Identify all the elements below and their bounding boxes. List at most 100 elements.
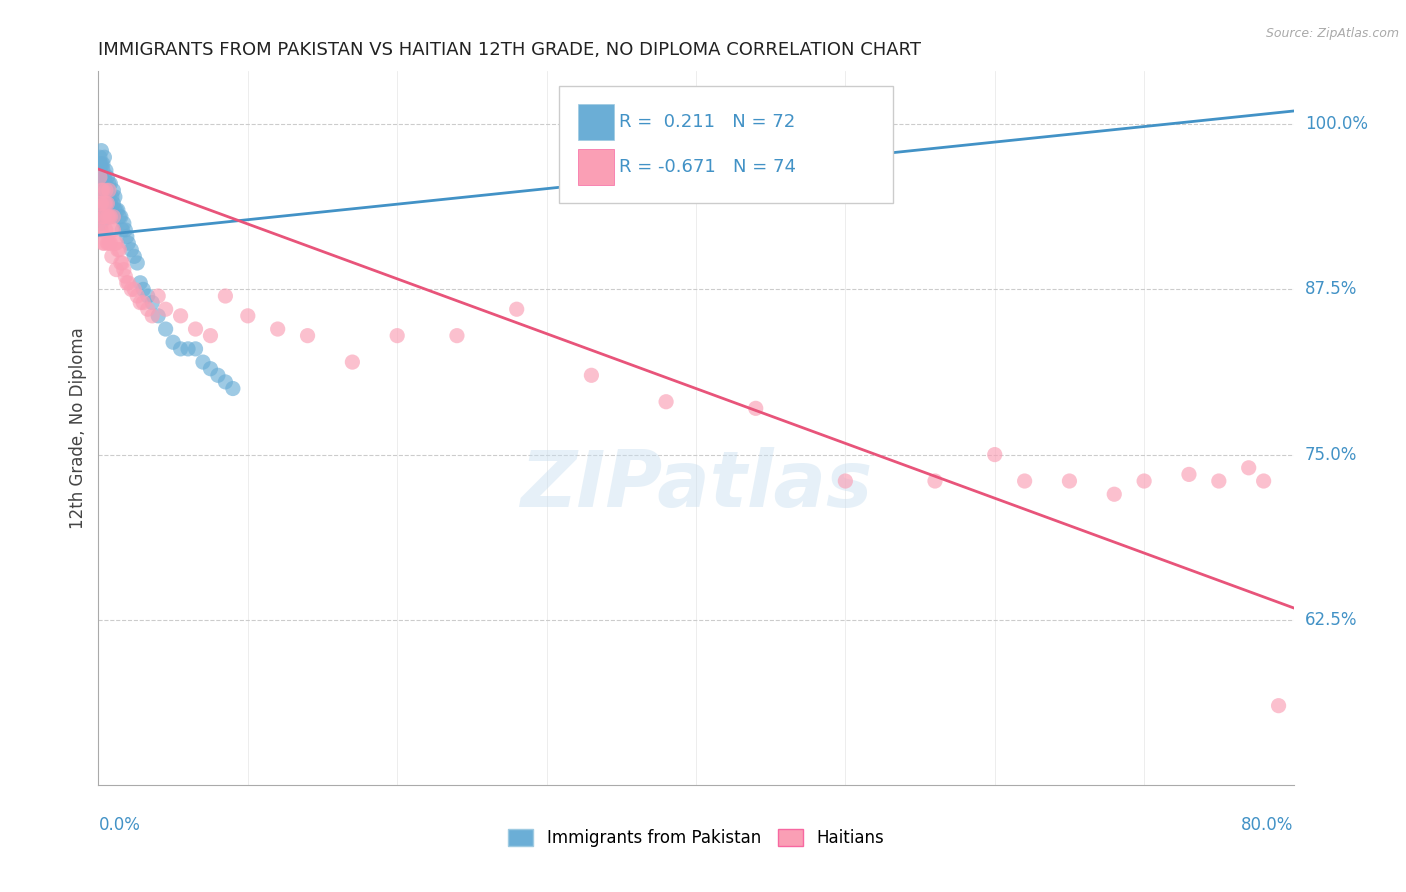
Point <box>105 203 128 218</box>
Point <box>117 236 139 251</box>
Point <box>90 196 112 211</box>
Point <box>110 256 132 270</box>
FancyBboxPatch shape <box>578 104 613 140</box>
Point <box>97 190 120 204</box>
Point <box>141 309 163 323</box>
Point <box>93 196 115 211</box>
Point <box>91 210 114 224</box>
Point <box>89 183 111 197</box>
Text: 62.5%: 62.5% <box>1305 611 1357 629</box>
Point <box>236 309 259 323</box>
Point <box>169 309 191 323</box>
Point <box>1208 474 1230 488</box>
Point <box>101 190 124 204</box>
Point <box>111 223 134 237</box>
Text: ZIPatlas: ZIPatlas <box>520 447 872 524</box>
Point <box>90 144 112 158</box>
Text: 100.0%: 100.0% <box>1305 115 1368 133</box>
Point <box>581 368 603 383</box>
Text: R =  0.211   N = 72: R = 0.211 N = 72 <box>620 113 796 131</box>
Point <box>162 335 184 350</box>
Point <box>104 203 127 218</box>
Point <box>96 196 118 211</box>
Point <box>90 223 112 237</box>
Text: 75.0%: 75.0% <box>1305 446 1357 464</box>
Point <box>89 150 111 164</box>
Text: 80.0%: 80.0% <box>1241 815 1294 833</box>
Point <box>96 236 118 251</box>
Point <box>1178 467 1201 482</box>
Point <box>155 302 177 317</box>
FancyBboxPatch shape <box>578 149 613 185</box>
Point <box>89 157 111 171</box>
Text: IMMIGRANTS FROM PAKISTAN VS HAITIAN 12TH GRADE, NO DIPLOMA CORRELATION CHART: IMMIGRANTS FROM PAKISTAN VS HAITIAN 12TH… <box>98 41 921 59</box>
Point <box>745 401 768 416</box>
Point <box>111 256 134 270</box>
Point <box>1237 460 1260 475</box>
Point <box>200 328 222 343</box>
Point <box>115 229 138 244</box>
Point <box>94 183 117 197</box>
Point <box>132 282 155 296</box>
Point <box>1133 474 1156 488</box>
Point <box>120 282 142 296</box>
Point <box>89 196 111 211</box>
Point <box>177 342 200 356</box>
Point <box>120 243 142 257</box>
Point <box>91 210 114 224</box>
Point <box>124 249 146 263</box>
Point <box>101 249 124 263</box>
Point <box>110 210 132 224</box>
Point <box>1267 698 1289 713</box>
Point <box>89 177 111 191</box>
Point <box>93 170 115 185</box>
Point <box>127 289 149 303</box>
Point <box>342 355 364 369</box>
Point <box>506 302 529 317</box>
Point <box>90 216 112 230</box>
Point <box>91 183 114 197</box>
Point <box>90 196 112 211</box>
Point <box>91 236 114 251</box>
Point <box>91 157 114 171</box>
Point <box>112 262 135 277</box>
Point <box>94 223 117 237</box>
Point <box>222 382 245 396</box>
Point <box>124 282 146 296</box>
Point <box>983 448 1005 462</box>
Point <box>129 295 152 310</box>
Point <box>98 236 122 251</box>
Point <box>90 170 112 185</box>
Point <box>103 210 125 224</box>
Text: 87.5%: 87.5% <box>1305 280 1357 299</box>
Point <box>97 210 120 224</box>
Point <box>96 196 118 211</box>
Point <box>141 295 163 310</box>
Point <box>148 289 170 303</box>
Legend: Immigrants from Pakistan, Haitians: Immigrants from Pakistan, Haitians <box>502 822 890 854</box>
Point <box>89 170 111 185</box>
Point <box>1014 474 1036 488</box>
Point <box>114 223 136 237</box>
Point <box>924 474 946 488</box>
Point <box>93 190 115 204</box>
Point <box>94 190 117 204</box>
Point <box>297 328 319 343</box>
Point <box>96 183 118 197</box>
Point <box>107 203 129 218</box>
Point <box>89 163 111 178</box>
Point <box>115 276 138 290</box>
Point <box>1104 487 1126 501</box>
Point <box>105 262 128 277</box>
Point <box>97 236 120 251</box>
Point <box>93 177 115 191</box>
Point <box>1059 474 1081 488</box>
Point <box>91 163 114 178</box>
Point <box>446 328 468 343</box>
Point <box>101 203 124 218</box>
Point <box>90 183 112 197</box>
Point <box>127 256 149 270</box>
Point <box>200 361 222 376</box>
Point <box>132 295 155 310</box>
Point <box>98 177 122 191</box>
